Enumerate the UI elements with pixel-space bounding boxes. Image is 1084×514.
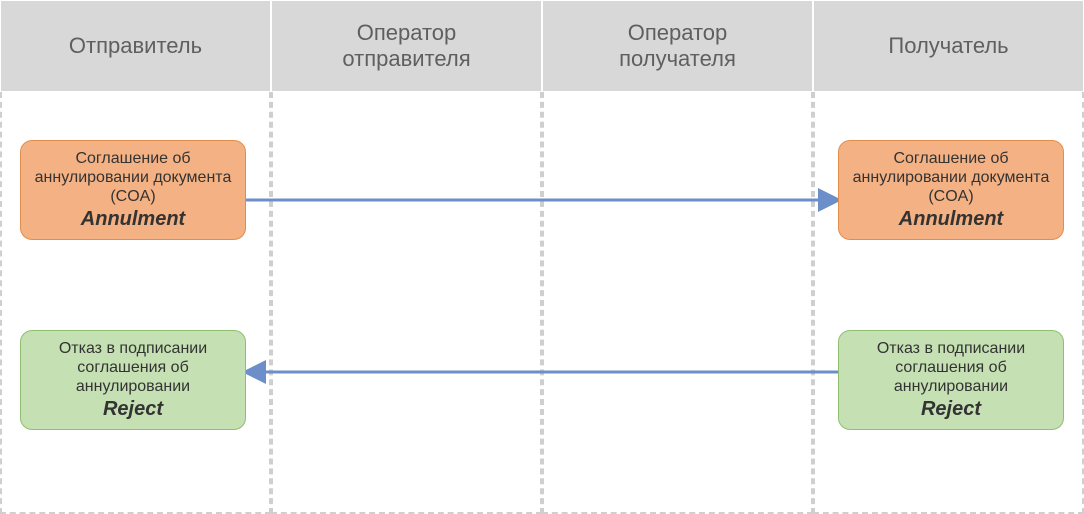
node-annul_left: Соглашение обаннулировании документа(COA… — [20, 140, 246, 240]
node-reject_right: Отказ в подписаниисоглашения обаннулиров… — [838, 330, 1064, 430]
node-text-line: Отказ в подписании — [877, 339, 1025, 358]
node-code: Reject — [921, 398, 981, 421]
header-label: Оператор отправителя — [342, 20, 470, 73]
node-text-line: соглашения об — [77, 358, 188, 377]
header-col-recipient: Получатель — [813, 0, 1084, 92]
node-text-line: аннулировании — [894, 377, 1008, 396]
node-text-line: Соглашение об — [893, 149, 1008, 168]
header-label: Получатель — [888, 33, 1008, 59]
node-code: Reject — [103, 398, 163, 421]
header-col-sender: Отправитель — [0, 0, 271, 92]
lane-recipient-operator — [542, 92, 813, 514]
node-text-line: Отказ в подписании — [59, 339, 207, 358]
node-text-line: соглашения об — [895, 358, 1006, 377]
node-annul_right: Соглашение обаннулировании документа(COA… — [838, 140, 1064, 240]
node-code: Annulment — [81, 208, 185, 231]
header-col-sender-operator: Оператор отправителя — [271, 0, 542, 92]
node-reject_left: Отказ в подписаниисоглашения обаннулиров… — [20, 330, 246, 430]
node-text-line: аннулировании — [76, 377, 190, 396]
node-text-line: (COA) — [110, 187, 155, 206]
header-label: Отправитель — [69, 33, 202, 59]
node-text-line: (COA) — [928, 187, 973, 206]
header-col-recipient-operator: Оператор получателя — [542, 0, 813, 92]
node-text-line: аннулировании документа — [35, 168, 232, 187]
swimlane-body: Соглашение обаннулировании документа(COA… — [0, 92, 1084, 514]
header-label: Оператор получателя — [619, 20, 736, 73]
node-text-line: аннулировании документа — [853, 168, 1050, 187]
node-text-line: Соглашение об — [75, 149, 190, 168]
swimlane-diagram: Отправитель Оператор отправителя Операто… — [0, 0, 1084, 514]
swimlane-header: Отправитель Оператор отправителя Операто… — [0, 0, 1084, 92]
lane-sender-operator — [271, 92, 542, 514]
node-code: Annulment — [899, 208, 1003, 231]
